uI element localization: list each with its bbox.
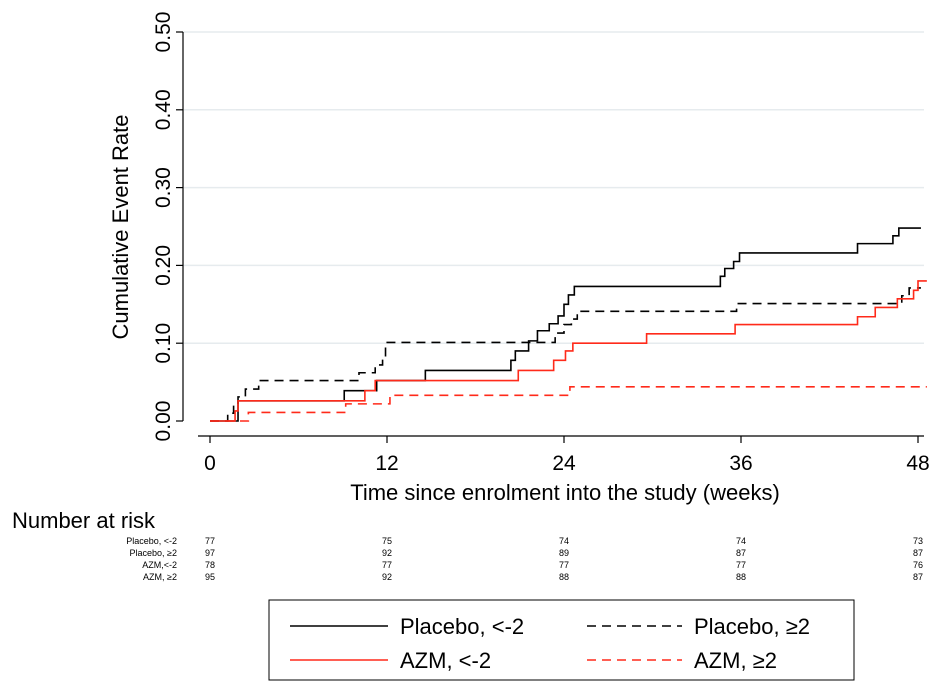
risk-row-label: AZM, ≥2 (143, 572, 177, 582)
x-tick-label: 36 (729, 452, 752, 475)
risk-cell: 78 (205, 560, 215, 570)
risk-cell: 87 (913, 572, 923, 582)
legend-label: Placebo, ≥2 (694, 614, 810, 639)
risk-cell: 87 (736, 548, 746, 558)
risk-cell: 97 (205, 548, 215, 558)
x-tick-label: 12 (375, 452, 398, 475)
risk-cell: 77 (205, 536, 215, 546)
y-axis-title: Cumulative Event Rate (108, 115, 133, 340)
x-tick-label: 0 (204, 452, 216, 475)
risk-row-label: Placebo, <-2 (126, 536, 177, 546)
axes: 0.00 0.10 0.20 0.30 0.40 0.50 0 12 24 36 48 (152, 12, 929, 475)
legend-box (268, 599, 855, 681)
y-tick-label: 0.00 (152, 401, 175, 442)
risk-cell: 87 (913, 548, 923, 558)
risk-cell: 88 (736, 572, 746, 582)
risk-cell: 77 (559, 560, 569, 570)
series-line-3 (210, 280, 927, 422)
risk-cell: 74 (736, 536, 746, 546)
risk-cell: 76 (913, 560, 923, 570)
risk-cell: 95 (205, 572, 215, 582)
y-tick-label: 0.30 (152, 167, 175, 208)
risk-row-label: AZM,<-2 (142, 560, 177, 570)
y-tick-label: 0.40 (152, 89, 175, 130)
x-axis-title: Time since enrolment into the study (wee… (350, 480, 780, 505)
x-tick-label: 48 (906, 452, 929, 475)
y-tick-label: 0.20 (152, 245, 175, 286)
y-tick-label: 0.50 (152, 12, 175, 53)
risk-cell: 77 (382, 560, 392, 570)
series-lines (210, 227, 927, 422)
series-line-4 (210, 385, 927, 422)
risk-table-title: Number at risk (12, 508, 156, 533)
risk-cell: 73 (913, 536, 923, 546)
risk-table: Number at risk Placebo, <-2 77 75 74 74 73 Pla… (12, 508, 923, 582)
x-tick-label: 24 (552, 452, 576, 475)
risk-cell: 92 (382, 548, 392, 558)
legend-label: AZM, <-2 (400, 648, 491, 673)
risk-cell: 89 (559, 548, 569, 558)
legend: Placebo, <-2 Placebo, ≥2 AZM, <-2 AZM, ≥2 (268, 599, 855, 681)
risk-cell: 92 (382, 572, 392, 582)
risk-cell: 88 (559, 572, 569, 582)
gridlines (183, 31, 924, 344)
legend-label: AZM, ≥2 (694, 648, 777, 673)
legend-label: Placebo, <-2 (400, 614, 524, 639)
risk-cell: 74 (559, 536, 569, 546)
y-tick-label: 0.10 (152, 323, 175, 364)
risk-cell: 75 (382, 536, 392, 546)
risk-cell: 77 (736, 560, 746, 570)
risk-row-label: Placebo, ≥2 (130, 548, 177, 558)
